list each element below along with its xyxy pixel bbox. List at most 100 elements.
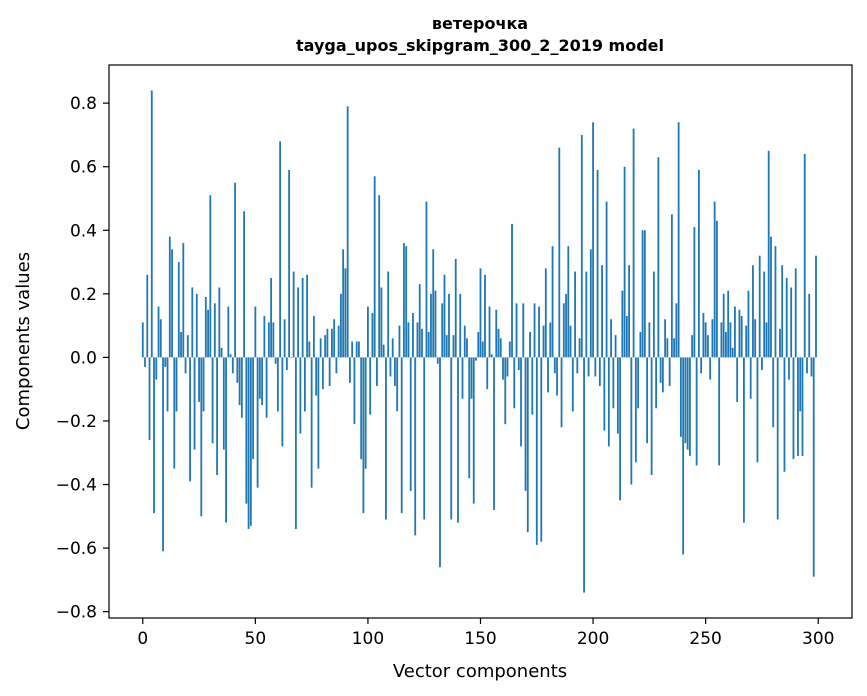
chart-title: ветерочка: [432, 14, 528, 33]
bar: [610, 319, 612, 358]
bar: [758, 255, 761, 358]
bar: [495, 309, 498, 358]
bar: [337, 325, 340, 358]
bar: [351, 341, 354, 358]
bar: [168, 236, 171, 358]
bar: [412, 312, 414, 358]
x-tick-label: 200: [577, 629, 609, 649]
bar: [157, 306, 160, 358]
bar: [400, 357, 403, 514]
bar: [457, 357, 459, 523]
bar: [695, 357, 698, 466]
bar: [398, 325, 401, 358]
bar: [216, 357, 218, 475]
bar: [679, 357, 682, 437]
bar: [619, 357, 621, 501]
bar: [211, 357, 214, 444]
bar: [576, 357, 579, 374]
bar: [684, 357, 687, 444]
bar: [153, 357, 155, 514]
bar: [691, 335, 694, 358]
bar: [513, 357, 516, 409]
bar: [628, 265, 630, 358]
bar: [754, 319, 757, 358]
bar: [686, 357, 689, 450]
bar: [141, 322, 144, 358]
bar: [195, 293, 198, 358]
bar: [344, 268, 347, 358]
bar: [727, 290, 730, 358]
bar: [657, 157, 660, 358]
bar: [405, 246, 408, 358]
bar: [144, 357, 146, 367]
x-axis-ticks: 0 50 100 150 200 250 300: [137, 618, 834, 649]
bar: [538, 306, 540, 358]
bar: [441, 303, 444, 358]
y-axis-label: Components values: [13, 252, 34, 430]
bar: [670, 214, 673, 358]
bar: [373, 176, 376, 358]
bar: [520, 357, 522, 447]
bar: [580, 134, 583, 358]
bar: [463, 325, 466, 358]
bar: [587, 357, 590, 377]
bar: [668, 357, 671, 386]
bar: [799, 357, 802, 412]
bar: [790, 287, 793, 358]
x-tick-label: 150: [464, 629, 496, 649]
bar: [533, 303, 536, 358]
bar: [416, 322, 419, 358]
bar: [765, 322, 768, 358]
bar: [601, 265, 603, 358]
bar: [544, 268, 547, 358]
bar: [276, 357, 279, 412]
bar: [698, 169, 700, 358]
bar: [274, 357, 277, 364]
bar: [594, 357, 597, 377]
plot-area-frame: [108, 64, 853, 619]
bar: [524, 357, 527, 491]
bar: [427, 331, 430, 358]
bar: [382, 344, 385, 358]
bar: [479, 268, 482, 358]
bar: [643, 230, 646, 358]
bar: [788, 357, 790, 380]
bar: [504, 357, 507, 425]
bar: [204, 297, 207, 358]
bar: [294, 357, 297, 530]
bar: [621, 290, 624, 358]
bar: [346, 106, 349, 358]
bar: [421, 328, 423, 358]
bar: [549, 322, 552, 358]
bar: [472, 357, 475, 504]
bar: [202, 357, 205, 412]
bar: [700, 357, 703, 374]
bar: [497, 328, 500, 358]
bar: [146, 274, 149, 358]
bar: [301, 277, 304, 358]
bar: [180, 331, 182, 358]
bar: [792, 357, 795, 460]
bar: [218, 287, 221, 358]
bar: [693, 227, 696, 358]
bar: [173, 357, 176, 469]
bar: [490, 354, 493, 358]
bar: [267, 322, 270, 358]
bar: [529, 331, 531, 358]
bar: [364, 357, 367, 469]
bar: [207, 309, 209, 358]
bar: [598, 357, 601, 386]
bar: [585, 271, 588, 358]
bar: [459, 293, 462, 358]
bar: [439, 357, 441, 568]
bar: [718, 357, 721, 466]
bar: [752, 265, 754, 358]
bar: [484, 274, 486, 358]
bar: [806, 357, 808, 374]
bar: [675, 303, 678, 358]
bar: [448, 293, 450, 358]
bar: [414, 357, 417, 536]
bar: [454, 258, 457, 358]
bar: [171, 249, 173, 358]
